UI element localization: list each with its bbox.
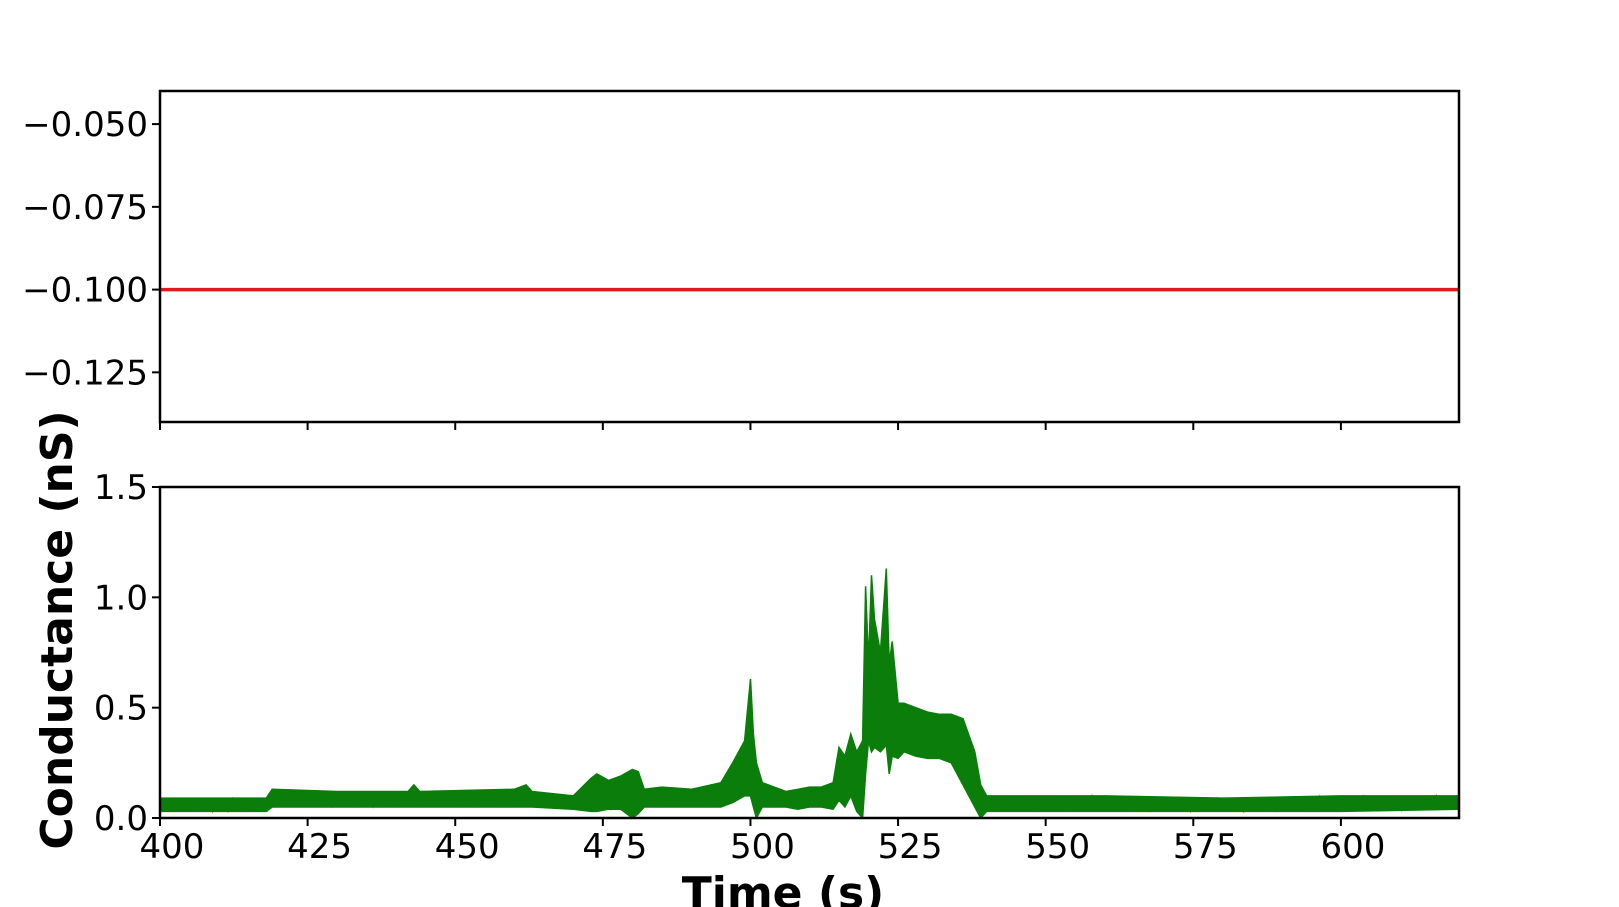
top-y-tick-label: −0.125 [22,353,148,393]
bottom-x-tick-label: 600 [1320,827,1385,867]
top-panel: −0.050 −0.075 −0.100 −0.125 [22,89,1461,430]
bottom-plot-area [160,568,1459,818]
bottom-x-tick-label: 525 [878,827,943,867]
bottom-x-tick-label: 425 [287,827,352,867]
bottom-y-tick-label: 1.0 [94,578,148,618]
bottom-axes: 0.0 0.5 1.0 1.5 400 425 450 475 500 525 550 575 600 [94,468,1461,867]
bottom-series-band-0 [160,568,1459,818]
y-axis-title: Conductance (nS) [32,410,83,849]
bottom-y-tick-label: 0.0 [94,799,148,839]
bottom-x-tick-label: 475 [582,827,647,867]
bottom-y-tick-label: 1.5 [94,468,148,508]
bottom-axes-frame [158,485,1461,820]
top-y-tick-label: −0.100 [22,271,148,311]
top-y-tick-label: −0.075 [22,188,148,228]
bottom-x-tick-label: 400 [140,827,205,867]
bottom-x-tick-label: 575 [1173,827,1238,867]
bottom-x-tick-label: 550 [1025,827,1090,867]
bottom-x-tick-label: 450 [435,827,500,867]
top-y-tick-label: −0.050 [22,105,148,145]
bottom-panel: 0.0 0.5 1.0 1.5 400 425 450 475 500 525 550 575 600 [94,468,1461,867]
x-axis-title: Time (s) [682,868,885,907]
bottom-series-trace-0 [160,614,1459,817]
top-axes: −0.050 −0.075 −0.100 −0.125 [22,89,1461,430]
bottom-y-tick-label: 0.5 [94,689,148,729]
top-axes-frame [158,89,1461,424]
bottom-x-tick-label: 500 [730,827,795,867]
